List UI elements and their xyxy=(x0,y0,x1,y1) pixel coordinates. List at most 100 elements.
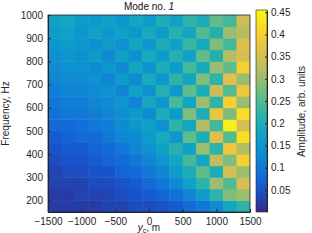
cell xyxy=(129,108,143,120)
cell xyxy=(115,119,129,131)
cell xyxy=(223,200,237,212)
cell xyxy=(88,189,102,201)
tick: 0.25 xyxy=(265,96,291,107)
tick-mark xyxy=(48,61,51,62)
cell xyxy=(102,61,116,73)
cell xyxy=(129,200,143,212)
cell xyxy=(210,85,224,97)
cell xyxy=(156,131,170,143)
cell xyxy=(237,119,250,131)
cell xyxy=(102,166,116,178)
cell xyxy=(169,27,183,39)
cell xyxy=(129,154,143,166)
cell xyxy=(129,38,143,50)
tick-mark xyxy=(48,177,51,178)
cell xyxy=(142,38,156,50)
cell xyxy=(75,189,89,201)
cell xyxy=(75,85,89,97)
tick: 0.1 xyxy=(265,162,285,173)
cell xyxy=(183,27,197,39)
cell xyxy=(75,119,89,131)
cell xyxy=(237,200,250,212)
cell xyxy=(115,131,129,143)
cell xyxy=(223,142,237,154)
cell xyxy=(142,131,156,143)
cell xyxy=(169,131,183,143)
cell xyxy=(169,142,183,154)
cell xyxy=(48,50,62,62)
cell xyxy=(196,200,210,212)
tick-mark xyxy=(265,168,267,169)
tick: 800 xyxy=(26,56,51,67)
cell xyxy=(61,177,75,189)
cell xyxy=(48,154,62,166)
tick-label: 500 xyxy=(26,126,43,137)
cell xyxy=(210,177,224,189)
cell xyxy=(102,27,116,39)
cell xyxy=(156,73,170,85)
cell xyxy=(210,38,224,50)
cell xyxy=(196,142,210,154)
cell xyxy=(48,177,62,189)
tick: 300 xyxy=(26,172,51,183)
cell xyxy=(196,73,210,85)
tick-label: 0.4 xyxy=(271,29,285,40)
cell xyxy=(142,73,156,85)
cell xyxy=(61,96,75,108)
cell xyxy=(88,119,102,131)
cell xyxy=(169,108,183,120)
tick: 0.35 xyxy=(265,51,291,62)
cell xyxy=(196,131,210,143)
tick-mark xyxy=(265,12,267,13)
cell xyxy=(169,73,183,85)
cell xyxy=(88,200,102,212)
cell xyxy=(115,189,129,201)
cell xyxy=(61,154,75,166)
cell xyxy=(129,119,143,131)
cell xyxy=(61,61,75,73)
cell xyxy=(115,27,129,39)
cell xyxy=(183,177,197,189)
cell xyxy=(142,166,156,178)
cell xyxy=(237,50,250,62)
cell xyxy=(61,200,75,212)
cell xyxy=(210,73,224,85)
cell xyxy=(210,50,224,62)
cell xyxy=(223,50,237,62)
cell xyxy=(223,177,237,189)
cell xyxy=(102,73,116,85)
cell xyxy=(223,73,237,85)
tick-mark xyxy=(48,85,51,86)
cell xyxy=(129,189,143,201)
cell xyxy=(61,131,75,143)
x-label: yc, m xyxy=(137,222,160,233)
cell xyxy=(169,50,183,62)
cell xyxy=(237,73,250,85)
tick-mark xyxy=(48,108,51,109)
cell xyxy=(183,15,197,27)
cell xyxy=(115,96,129,108)
cell xyxy=(129,85,143,97)
cell xyxy=(156,119,170,131)
cell xyxy=(196,154,210,166)
cell xyxy=(129,50,143,62)
cell xyxy=(75,73,89,85)
cell xyxy=(115,154,129,166)
cell xyxy=(75,50,89,62)
tick-label: 600 xyxy=(26,102,43,113)
cell xyxy=(156,154,170,166)
cell xyxy=(129,27,143,39)
tick-label: 900 xyxy=(26,33,43,44)
cell xyxy=(75,108,89,120)
cell xyxy=(237,85,250,97)
tick-label: −500 xyxy=(105,216,128,227)
cell xyxy=(102,119,116,131)
cell xyxy=(75,15,89,27)
cell xyxy=(102,85,116,97)
cell xyxy=(156,177,170,189)
cell xyxy=(183,50,197,62)
heatmap-cells xyxy=(48,15,250,212)
tick-mark xyxy=(265,101,267,102)
cell xyxy=(196,15,210,27)
cell xyxy=(169,85,183,97)
